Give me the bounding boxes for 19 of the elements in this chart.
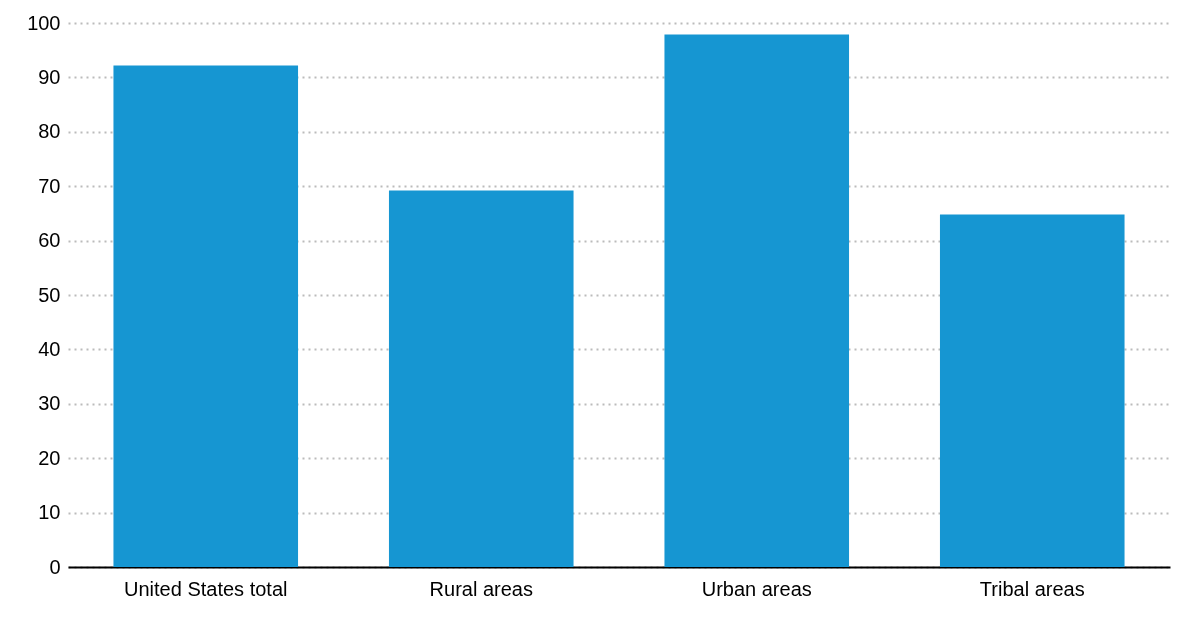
x-tick-label: Tribal areas [979,577,1085,600]
bar [388,190,574,567]
y-tick-label: 100 [27,11,61,34]
y-tick-label: 20 [38,446,61,469]
y-tick-label: 50 [38,283,61,306]
x-tick-label: United States total [124,577,288,600]
y-tick-label: 60 [38,229,61,252]
y-tick-label: 90 [38,65,61,88]
y-tick-label: 10 [38,501,61,524]
y-tick-label: 30 [38,392,61,415]
x-tick-label: Rural areas [429,577,533,600]
y-tick-label: 80 [38,120,61,143]
bar [664,34,850,567]
y-tick-label: 70 [38,174,61,197]
bar [939,214,1125,567]
y-tick-label: 0 [49,555,61,578]
y-tick-label: 40 [38,337,61,360]
bar [113,65,299,567]
x-tick-label: Urban areas [701,577,812,600]
